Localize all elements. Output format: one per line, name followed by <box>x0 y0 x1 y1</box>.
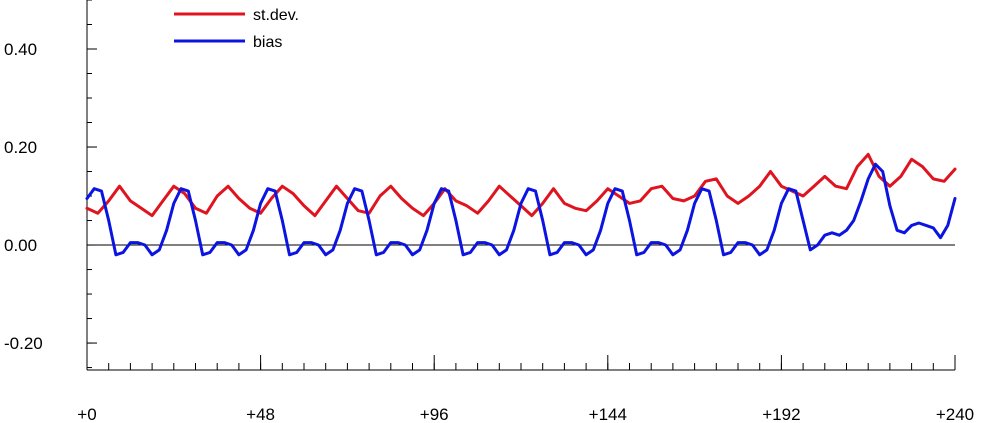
x-tick-label: +96 <box>420 405 449 423</box>
x-tick-label: +144 <box>589 405 627 423</box>
y-tick-label: 0.40 <box>4 40 37 59</box>
axes: 0.40 0.20 0.00 -0.20 +0 +48 +96 +144 +192 +240 <box>4 0 974 423</box>
x-tick-label: +240 <box>936 405 974 423</box>
legend-label-st-dev: st.dev. <box>253 7 299 24</box>
series-line-bias <box>85 162 957 257</box>
legend-label-bias: bias <box>253 34 282 51</box>
series-layer <box>85 152 957 257</box>
y-tick-label: -0.20 <box>4 334 43 353</box>
y-tick-label: 0.20 <box>4 138 37 157</box>
x-tick-label: +48 <box>246 405 275 423</box>
x-tick-label: +192 <box>762 405 800 423</box>
x-tick-label: +0 <box>77 405 96 423</box>
legend: st.dev. bias <box>174 7 299 51</box>
y-tick-label: 0.00 <box>4 236 37 255</box>
